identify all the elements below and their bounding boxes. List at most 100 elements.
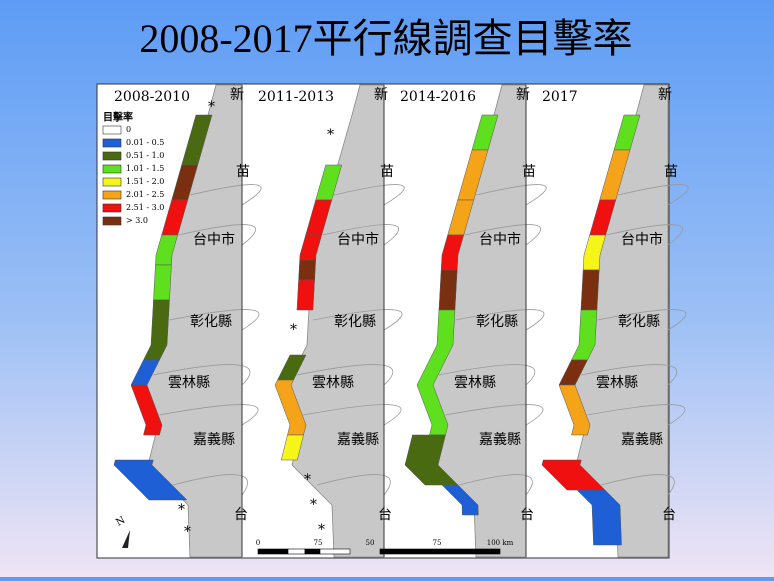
scale-bar [304, 548, 321, 555]
legend-swatch [102, 203, 122, 213]
county-border [458, 474, 533, 496]
label-bg [250, 88, 330, 106]
legend-label: 1.01 - 1.5 [126, 164, 164, 173]
slide-title: 2008-2017平行線調查目擊率 [139, 16, 632, 61]
place-label: 嘉義縣 [193, 431, 235, 448]
place-label: 苗 [664, 164, 678, 180]
scale-bar [319, 548, 351, 555]
place-label: 彰化縣 [476, 313, 518, 330]
county-border [152, 364, 251, 386]
place-label: 新 [374, 87, 388, 103]
coast-segment [438, 269, 458, 311]
coast-segment [130, 384, 163, 436]
county-border [313, 309, 403, 331]
place-label: 嘉義縣 [337, 431, 379, 448]
county-border [606, 224, 683, 246]
panel-label: 2014-2016 [400, 89, 476, 105]
county-border [169, 309, 260, 331]
county-border [322, 224, 399, 246]
place-label: 台 [520, 507, 534, 523]
coast-segment [558, 384, 591, 436]
county-border [464, 224, 541, 246]
panel-label: 2017 [542, 89, 578, 105]
place-label: 雲林縣 [312, 375, 354, 391]
legend-label: 1.51 - 2.0 [126, 177, 164, 186]
county-border [303, 404, 402, 426]
place-label: 台中市 [193, 231, 235, 248]
place-label: 台 [234, 507, 248, 523]
label-bg [392, 88, 472, 106]
county-border [600, 474, 675, 496]
no-data-mark: * [178, 502, 185, 518]
county-border [580, 364, 678, 386]
county-border [316, 474, 391, 496]
place-label: 台 [378, 507, 392, 523]
place-label: 彰化縣 [618, 313, 660, 330]
county-border [296, 364, 394, 386]
place-label: 台 [662, 507, 676, 523]
place-label: 台中市 [621, 231, 663, 248]
place-label: 苗 [236, 164, 250, 180]
place-label: 苗 [522, 164, 536, 180]
legend-swatch [102, 138, 122, 148]
county-border [597, 309, 687, 331]
county-border [172, 474, 248, 496]
coast-segment [298, 259, 316, 281]
no-data-mark: * [208, 99, 215, 115]
scale-label: 75 [314, 539, 323, 547]
scale-label: 100 km [487, 539, 514, 547]
coast-segment [576, 489, 622, 546]
place-label: 雲林縣 [168, 375, 210, 391]
county-border [445, 404, 544, 426]
coast-segment [113, 459, 188, 501]
place-label: 雲林縣 [596, 375, 638, 391]
legend-label: 2.51 - 3.0 [126, 203, 164, 212]
legend-label: 2.01 - 2.5 [126, 190, 164, 199]
north-arrow [122, 530, 130, 548]
place-label: 台中市 [337, 231, 379, 248]
legend-swatch [102, 164, 122, 174]
place-label: 台中市 [479, 231, 521, 248]
scale-bar [257, 548, 289, 555]
legend-title: 目擊率 [103, 111, 133, 124]
scale-bar [287, 548, 306, 555]
county-border [438, 364, 536, 386]
no-data-mark: * [310, 497, 317, 513]
panel-label: 2008-2010 [114, 89, 190, 105]
coast-segment [296, 279, 315, 311]
county-border [334, 184, 405, 206]
county-border [190, 184, 262, 206]
legend-swatch [102, 190, 122, 200]
legend-swatch [102, 151, 122, 161]
place-label: 彰化縣 [190, 313, 232, 330]
legend-label: 0 [126, 125, 131, 134]
legend-label: 0.51 - 1.0 [126, 151, 164, 160]
legend-swatch [102, 125, 122, 135]
legend-swatch [102, 177, 122, 187]
place-label: 新 [230, 87, 244, 103]
panel-label: 2011-2013 [258, 89, 334, 105]
county-border [476, 184, 547, 206]
no-data-mark: * [318, 522, 325, 538]
county-border [618, 184, 689, 206]
place-label: 新 [516, 87, 530, 103]
legend-label: 0.01 - 0.5 [126, 138, 164, 147]
coast-segment [580, 269, 600, 311]
county-border [587, 404, 686, 426]
county-border [159, 404, 259, 426]
coast-segment [280, 434, 304, 461]
label-bg [106, 88, 186, 106]
coast-segment [153, 264, 172, 301]
no-data-mark: * [184, 524, 191, 540]
place-label: 苗 [380, 164, 394, 180]
no-data-mark: * [304, 472, 311, 488]
legend-swatch [102, 216, 122, 226]
legend-label: > 3.0 [126, 216, 148, 225]
place-label: 新 [658, 87, 672, 103]
